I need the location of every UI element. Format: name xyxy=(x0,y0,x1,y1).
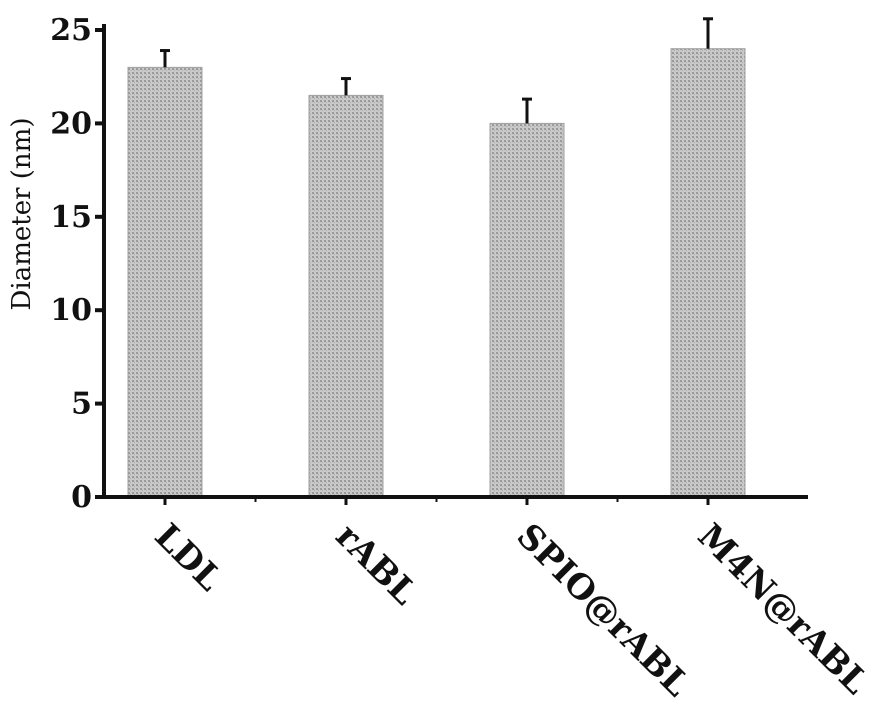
bar xyxy=(670,48,746,498)
bars-layer xyxy=(127,48,746,498)
y-axis-title: Diameter (nm) xyxy=(7,118,37,311)
y-tick-label: 5 xyxy=(71,387,92,422)
y-tick-label: 10 xyxy=(50,293,92,328)
category-label: M4N@rABL xyxy=(690,516,876,702)
y-tick-label: 0 xyxy=(71,480,92,515)
y-tick-label: 15 xyxy=(50,200,92,235)
category-label: rABL xyxy=(328,516,425,613)
y-tick-label: 25 xyxy=(50,13,92,48)
category-label: SPIO@rABL xyxy=(509,516,698,705)
x-ticks-layer xyxy=(163,497,710,505)
bar xyxy=(489,122,565,498)
y-tick-label: 20 xyxy=(50,106,92,141)
y-ticks-layer: 0 5 10 15 20 25 xyxy=(50,13,104,515)
bar xyxy=(127,66,203,498)
category-label: LDL xyxy=(147,516,230,599)
bar xyxy=(308,94,384,498)
error-bars-layer xyxy=(160,17,713,124)
